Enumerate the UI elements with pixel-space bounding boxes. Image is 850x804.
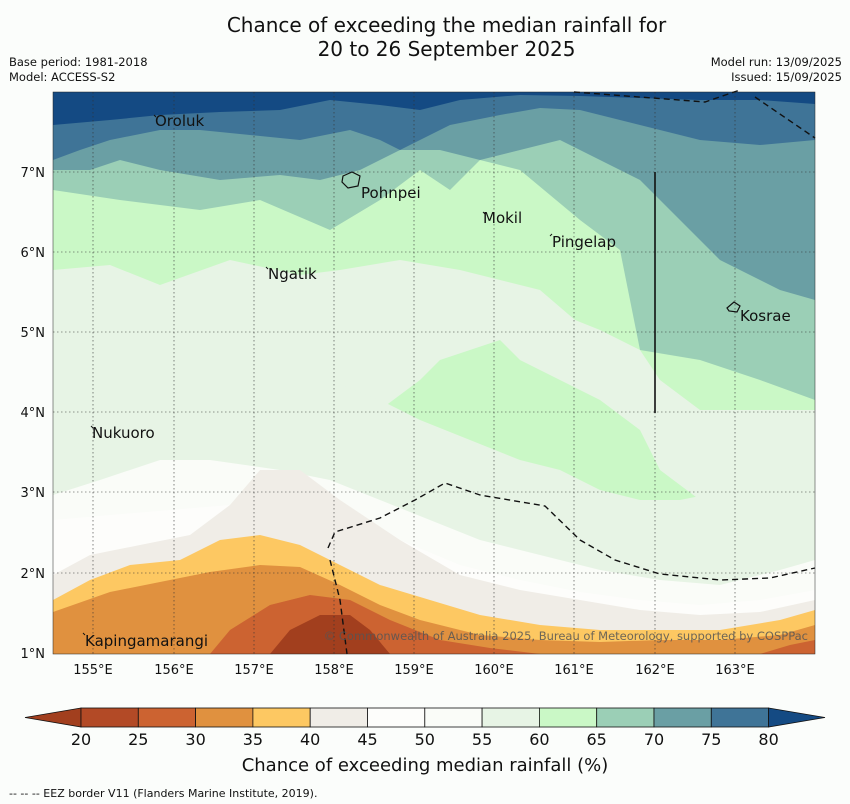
lat-label-1n: 1°N: [21, 647, 46, 662]
base-period: Base period: 1981-2018: [9, 55, 148, 69]
lon-label-161e: 161°E: [554, 663, 594, 678]
label-ngatik: Ngatik: [268, 265, 317, 283]
lat-label-4n: 4°N: [21, 406, 46, 421]
eez-border: [327, 89, 816, 655]
colorbar-segment: [710, 707, 769, 728]
colorbar-title: Chance of exceeding median rainfall (%): [241, 755, 609, 776]
colorbar-segment: [80, 707, 139, 728]
lon-label-160e: 160°E: [474, 663, 514, 678]
colorbar-segment: [424, 707, 483, 728]
colorbar-segment: [309, 707, 368, 728]
colorbar-tick-label: 50: [414, 730, 435, 749]
lon-label-158e: 158°E: [314, 663, 354, 678]
colorbar-segment: [539, 707, 598, 728]
model-name: Model: ACCESS-S2: [9, 70, 116, 84]
colorbar-segment: [137, 707, 197, 728]
lat-label-5n: 5°N: [21, 326, 46, 341]
lat-label-2n: 2°N: [21, 567, 46, 582]
meta-right: Model run: 13/09/2025 Issued: 15/09/2025: [711, 55, 842, 85]
colorbar-tick-label: 70: [643, 730, 665, 749]
colorbar-tick-label: 60: [529, 730, 550, 749]
pohnpei-outline: [341, 171, 361, 189]
kosrae-outline: [726, 301, 741, 313]
title-line-1: Chance of exceeding the median rainfall …: [226, 13, 667, 37]
label-pingelap: Pingelap: [552, 233, 616, 251]
label-kosrae: Kosrae: [740, 307, 791, 325]
colorbar-segment: [596, 707, 655, 728]
lat-label-7n: 7°N: [21, 166, 46, 181]
eez-footnote: -- -- -- EEZ border V11 (Flanders Marine…: [9, 787, 318, 800]
model-run: Model run: 13/09/2025: [710, 55, 842, 69]
label-oroluk: Oroluk: [155, 112, 204, 130]
colorbar-tick-label: 55: [471, 730, 493, 749]
colorbar-tick-label: 45: [357, 730, 378, 749]
lon-label-162e: 162°E: [635, 663, 675, 678]
colorbar-tick-label: 80: [758, 730, 779, 749]
colorbar-tick-label: 35: [242, 730, 264, 749]
colorbar: [24, 707, 826, 728]
colorbar-tick-label: 75: [701, 730, 722, 749]
colorbar-extend-high: [768, 707, 826, 728]
issued-date: Issued: 15/09/2025: [731, 70, 842, 84]
lon-label-156e: 156°E: [154, 663, 194, 678]
colorbar-segment: [367, 707, 426, 728]
colorbar-segment: [653, 707, 712, 728]
colorbar-segment: [195, 707, 254, 728]
lon-label-155e: 155°E: [73, 663, 113, 678]
copyright-text: © Commonwealth of Australia 2025, Bureau…: [324, 629, 808, 643]
map-title: Chance of exceeding the median rainfall …: [0, 13, 850, 61]
colorbar-tick-label: 25: [128, 730, 149, 749]
label-kapingamarangi: Kapingamarangi: [85, 632, 208, 650]
lat-label-6n: 6°N: [21, 246, 46, 261]
colorbar-tick-label: 20: [70, 730, 92, 749]
lat-label-3n: 3°N: [21, 486, 46, 501]
meta-left: Base period: 1981-2018 Model: ACCESS-S2: [9, 55, 148, 85]
lon-label-163e: 163°E: [715, 663, 755, 678]
colorbar-segment: [481, 707, 540, 728]
place-markers: [82, 114, 553, 636]
lon-label-157e: 157°E: [234, 663, 274, 678]
label-mokil: Mokil: [483, 209, 522, 227]
lon-label-159e: 159°E: [394, 663, 434, 678]
label-nukuoro: Nukuoro: [92, 424, 155, 442]
graticule: [53, 92, 815, 654]
colorbar-tick-label: 40: [300, 730, 321, 749]
label-pohnpei: Pohnpei: [361, 184, 421, 202]
probability-bands: [53, 92, 815, 654]
colorbar-tick-label: 30: [185, 730, 206, 749]
title-line-2: 20 to 26 September 2025: [317, 37, 576, 61]
colorbar-segment: [252, 707, 311, 728]
map-frame: [52, 91, 816, 655]
colorbar-tick-label: 65: [586, 730, 607, 749]
island-outlines: [341, 171, 741, 313]
colorbar-extend-low: [24, 707, 82, 728]
